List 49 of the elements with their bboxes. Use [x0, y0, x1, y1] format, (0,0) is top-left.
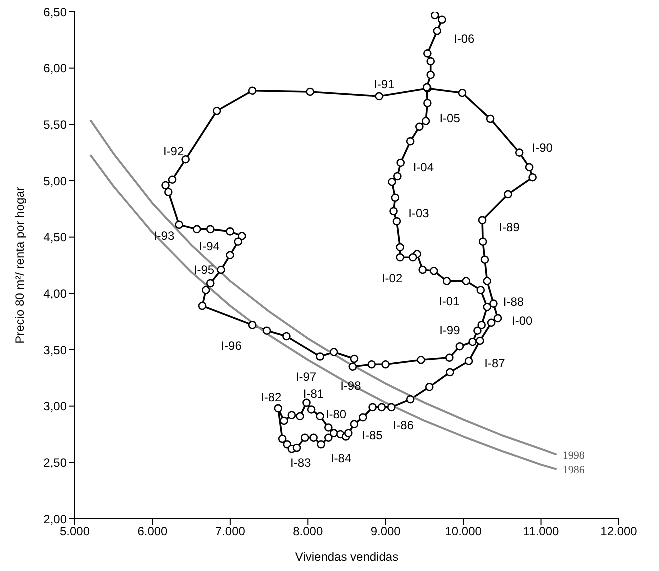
annotation: I-96 [221, 339, 242, 354]
annotation: I-83 [290, 456, 312, 470]
annotation: I-89 [499, 220, 520, 234]
annotation: I-90 [532, 140, 554, 155]
x-tick-label: 6.000 [138, 524, 168, 539]
y-tick-label: 3,00 [44, 400, 68, 414]
x-tick-label: 9.000 [370, 524, 402, 539]
x-tick-label: 12.000 [600, 524, 638, 539]
annotation: I-80 [326, 407, 347, 422]
annotation: I-03 [408, 206, 430, 221]
annotation: I-98 [340, 378, 362, 393]
annotation: I-81 [303, 386, 324, 401]
annotation: I-97 [296, 370, 317, 384]
annotation: I-88 [503, 294, 524, 309]
annotation: I-84 [330, 452, 352, 466]
annotation: I-06 [454, 32, 476, 46]
y-tick-label: 6,00 [44, 62, 68, 76]
annotation: I-00 [512, 314, 534, 328]
y-tick-label: 4,50 [44, 230, 68, 245]
y-tick-label: 5,50 [44, 118, 68, 132]
annotation: I-04 [413, 160, 434, 174]
x-tick-label: 7.000 [215, 524, 246, 539]
y-tick-label: 6,50 [44, 5, 68, 20]
y-tick-label: 2,50 [44, 456, 68, 470]
annotation: I-93 [154, 228, 175, 243]
x-tick-label: 8.000 [293, 524, 324, 539]
x-tick-label: 10.000 [445, 524, 482, 539]
series-label: 1986 [562, 464, 586, 476]
y-axis-title: Precio 80 m²/ renta por hogar [13, 187, 27, 344]
annotation: I-82 [261, 390, 282, 405]
annotation: I-95 [194, 263, 215, 278]
y-tick-label: 3,50 [44, 343, 68, 358]
annotation: I-91 [374, 78, 395, 92]
annotation: I-86 [393, 418, 414, 432]
x-axis-title: Viviendas vendidas [295, 550, 399, 564]
y-tick-label: 5,00 [44, 174, 68, 188]
annotation: I-87 [484, 356, 506, 370]
y-tick-label: 2,00 [44, 512, 68, 526]
annotation: I-99 [440, 324, 461, 338]
annotation: I-92 [163, 144, 184, 159]
annotation: I-94 [199, 239, 220, 254]
annotation: I-02 [382, 272, 403, 286]
annotation: I-05 [440, 111, 461, 126]
annotation: I-85 [362, 428, 384, 442]
x-tick-label: 5.000 [60, 524, 90, 539]
series-label: 1998 [562, 450, 586, 462]
y-tick-label: 4,00 [44, 286, 68, 301]
x-tick-label: 11.000 [523, 524, 560, 539]
annotation: I-01 [439, 294, 460, 308]
